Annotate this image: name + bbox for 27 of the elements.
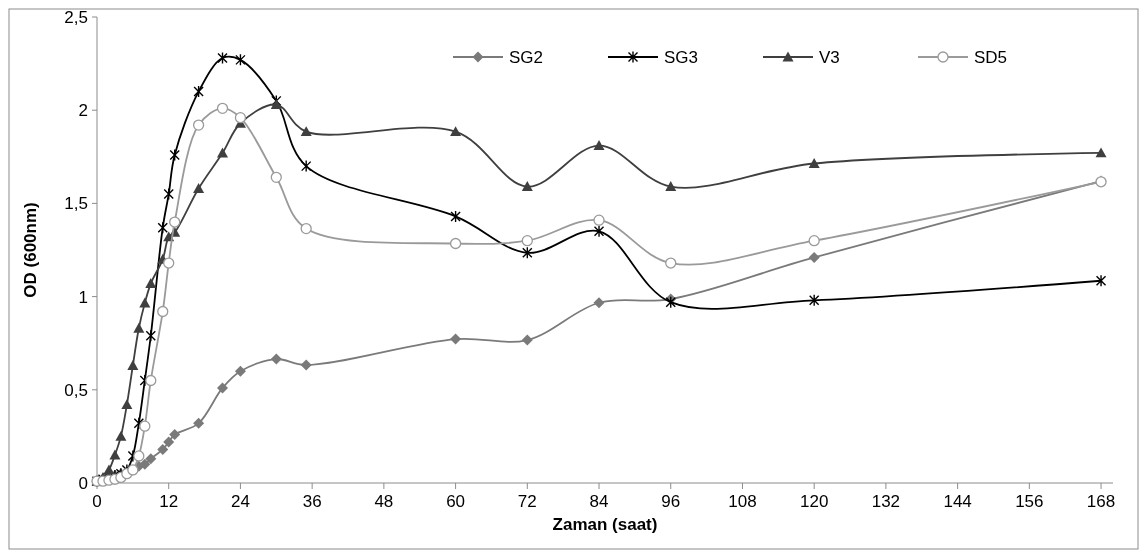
x-tick-label: 96 [661, 492, 681, 511]
x-tick-label: 120 [799, 492, 829, 511]
x-tick-label: 84 [589, 492, 609, 511]
x-tick-label: 132 [871, 492, 901, 511]
x-tick-label: 12 [159, 492, 179, 511]
x-tick-label: 60 [446, 492, 466, 511]
x-tick-label: 48 [374, 492, 394, 511]
y-tick-label: 2,5 [64, 7, 88, 27]
legend-label: V3 [819, 47, 840, 67]
x-tick-label: 36 [302, 492, 322, 511]
x-tick-label: 168 [1086, 492, 1116, 511]
x-tick-label: 0 [92, 492, 102, 511]
legend-label: SD5 [974, 47, 1008, 67]
x-tick-label: 108 [728, 492, 757, 511]
legend-label: SG2 [509, 47, 544, 67]
x-tick-label: 144 [943, 492, 972, 511]
y-tick-label: 1,5 [64, 194, 88, 214]
y-tick-label: 0,5 [64, 380, 88, 400]
y-tick-label: 0 [78, 473, 88, 493]
x-tick-label: 24 [230, 492, 250, 511]
x-tick-label: 156 [1015, 492, 1044, 511]
legend-label: SG3 [664, 47, 699, 67]
y-axis-title: OD (600nm) [21, 202, 40, 298]
x-axis-title: Zaman (saat) [552, 515, 658, 534]
x-tick-label: 72 [517, 492, 537, 511]
y-tick-label: 1 [78, 287, 88, 307]
y-tick-label: 2 [78, 101, 88, 121]
